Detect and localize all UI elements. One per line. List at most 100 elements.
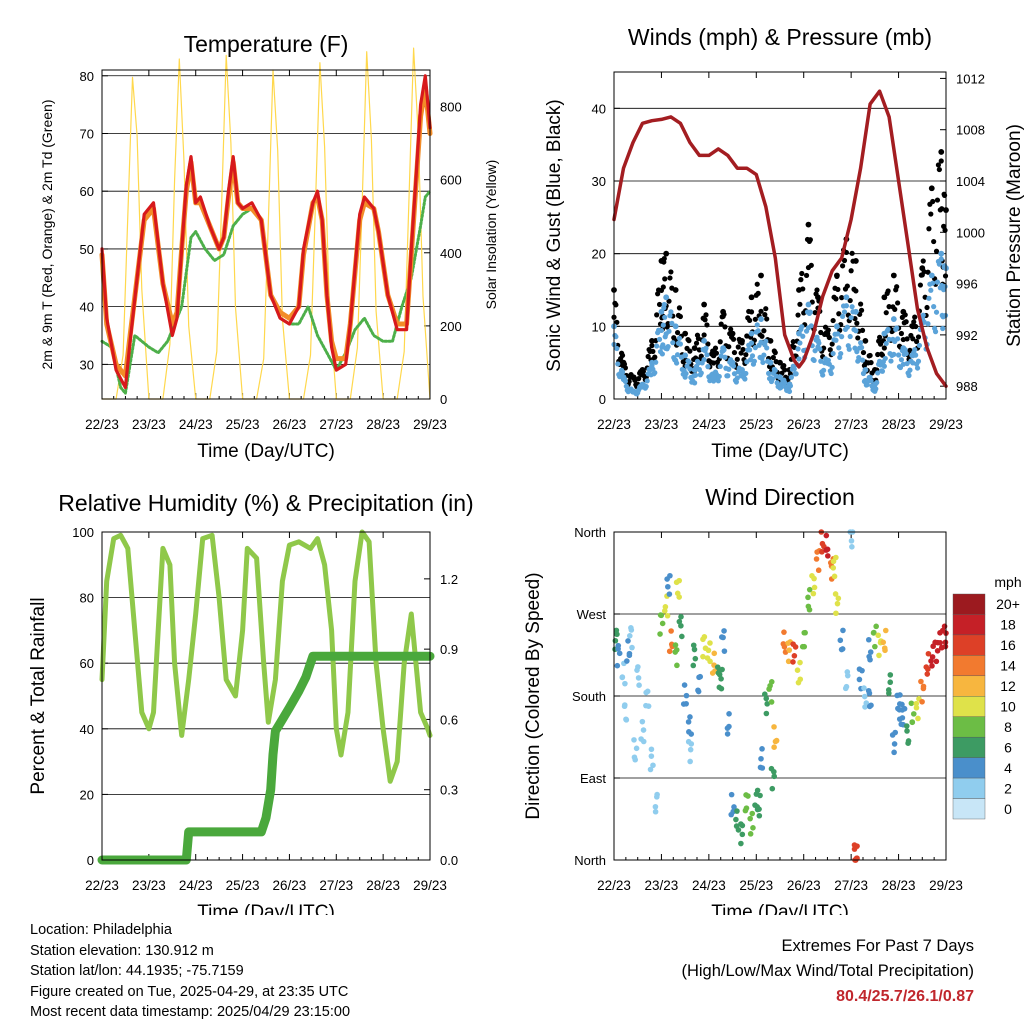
wind-dots-point (701, 337, 708, 344)
direction-point (726, 711, 732, 717)
gust-dots-point (649, 337, 655, 344)
gust-dots-point (636, 376, 642, 382)
colorbar-swatch (952, 614, 986, 636)
wind-dots-point (676, 335, 683, 341)
y-axis-label: Sonic Wind & Gust (Blue, Black) (544, 99, 565, 371)
wind-dots-point (722, 354, 728, 360)
x-tick-label: 23/23 (132, 417, 166, 432)
gust-dots-point (875, 351, 881, 358)
wind-dots-point (882, 355, 888, 362)
wind-dots-point (932, 329, 939, 335)
wind-dots-point (687, 366, 693, 372)
direction-point (897, 692, 903, 698)
wind-dots-point (630, 388, 636, 395)
direction-point (856, 676, 863, 683)
colorbar-label: 4 (1004, 760, 1012, 776)
direction-point (696, 674, 702, 681)
wind-dots-point (658, 327, 665, 334)
direction-point (674, 590, 681, 597)
direction-point (626, 633, 633, 639)
gust-dots-point (739, 337, 745, 344)
x-tick-label: 24/23 (692, 878, 726, 893)
gust-dots-point (748, 294, 755, 301)
direction-point (631, 737, 637, 743)
colorbar-swatch (952, 736, 986, 758)
gust-dots-point (630, 374, 636, 381)
wind-dots-point (886, 336, 892, 342)
gust-dots-point (652, 354, 658, 360)
direction-point (924, 671, 931, 677)
y2-tick-label: 1000 (956, 225, 985, 240)
x-tick-label: 23/23 (132, 878, 166, 893)
wind-dots-point (839, 334, 845, 340)
gust-dots-point (925, 269, 931, 275)
colorbar-swatch (952, 593, 986, 615)
gust-dots-point (703, 312, 709, 318)
gust-dots-point (682, 330, 689, 337)
wind-dots-point (659, 351, 665, 357)
wind-dots-point (873, 386, 879, 392)
y-axis-label: Direction (Colored By Speed) (523, 572, 544, 819)
gust-dots-point (803, 272, 810, 279)
direction-point (685, 719, 692, 725)
y2-tick-label: 996 (956, 277, 978, 292)
direction-point (934, 648, 941, 654)
direction-point (616, 650, 623, 657)
y-tick-label: 30 (592, 174, 606, 189)
gust-dots-point (701, 301, 708, 308)
y-axis-label: Percent & Total Rainfall (28, 597, 49, 794)
wind-dots-point (934, 279, 941, 285)
wind-dots-point (846, 346, 852, 352)
wind-dots-point (871, 381, 878, 388)
y2-tick-label: 0.3 (440, 783, 458, 798)
wind-dots-point (796, 330, 802, 337)
direction-point (876, 652, 882, 659)
y-tick-label: 80 (80, 69, 94, 84)
y2-tick-label: 1.2 (440, 572, 458, 587)
temp-9m-line (99, 84, 433, 379)
gust-dots-point (770, 354, 776, 361)
direction-point (657, 631, 663, 637)
gust-dots-point (907, 347, 913, 353)
direction-point (733, 816, 739, 823)
direction-point (872, 643, 878, 650)
direction-point (743, 792, 749, 798)
gust-dots-point (911, 319, 917, 325)
direction-point (794, 667, 801, 673)
colorbar-label: 6 (1004, 739, 1012, 755)
wind-dots-point (793, 371, 799, 377)
wind-dots-point (726, 366, 732, 372)
wind-dots-point (743, 370, 749, 377)
direction-point (941, 623, 948, 630)
wind-dots-point (796, 356, 802, 362)
wind-dots-point (795, 346, 801, 352)
x-tick-label: 25/23 (226, 878, 260, 893)
y2-tick-label: 0.9 (440, 642, 458, 657)
wind-dots-point (926, 295, 932, 301)
direction-point (666, 591, 673, 597)
direction-point (842, 685, 849, 692)
direction-point (838, 646, 845, 653)
wind-dots-point (701, 356, 707, 363)
wind-dots-point (903, 350, 909, 357)
direction-point (688, 731, 695, 737)
gust-dots-point (890, 272, 897, 279)
wind-dots-point (670, 340, 676, 346)
direction-point (759, 746, 765, 752)
direction-point (614, 631, 620, 638)
direction-point (791, 652, 798, 659)
direction-point (811, 584, 818, 591)
gust-dots-point (919, 265, 926, 272)
wind-dots-point (875, 370, 881, 376)
direction-point (758, 755, 764, 762)
wind-dots-point (904, 360, 910, 367)
wind-dots-point (739, 367, 745, 373)
latlon-label: Station lat/lon: 44.1935; -75.7159 (30, 963, 244, 979)
wind-dots-point (848, 315, 854, 321)
gust-dots-point (930, 198, 936, 205)
chart-title: Winds (mph) & Pressure (mb) (628, 24, 932, 50)
direction-point (739, 831, 746, 838)
wind-dots-point (888, 358, 894, 364)
direction-point (795, 679, 802, 686)
wind-dots-point (717, 363, 723, 370)
